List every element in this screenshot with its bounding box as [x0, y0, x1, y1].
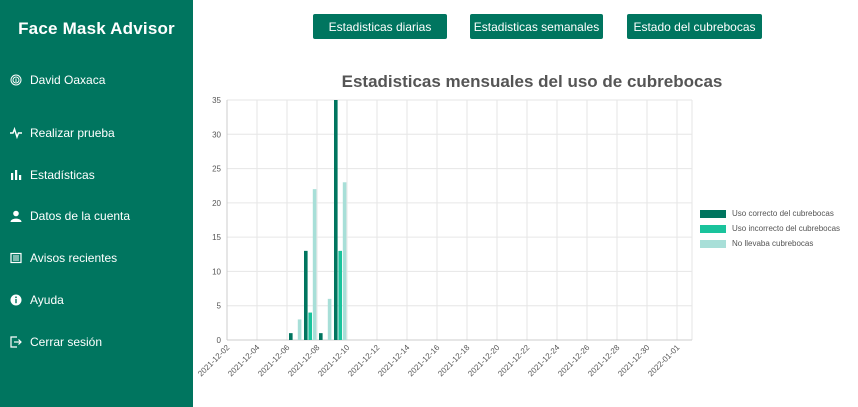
legend-item-correct[interactable]: Uso correcto del cubrebocas [700, 206, 840, 221]
bar-incorrect [308, 312, 312, 340]
x-tick-label: 2022-01-01 [646, 343, 682, 379]
bar-correct [334, 100, 338, 340]
bar-none [342, 182, 347, 340]
legend-label: Uso correcto del cubrebocas [732, 209, 834, 218]
y-tick-label: 10 [212, 267, 221, 276]
sidebar-item-label: Realizar prueba [30, 126, 115, 140]
legend-label: Uso incorrecto del cubrebocas [732, 224, 841, 233]
bar-chart-icon [10, 169, 22, 181]
brand-title: Face Mask Advisor [18, 19, 175, 38]
legend-item-none[interactable]: No llevaba cubrebocas [700, 236, 840, 251]
tab-mask-status[interactable]: Estado del cubrebocas [627, 14, 762, 39]
legend-item-incorrect[interactable]: Uso incorrecto del cubrebocas [700, 221, 840, 236]
sidebar-item-label: Estadísticas [30, 168, 95, 182]
y-tick-label: 35 [212, 96, 221, 105]
user-name: David Oaxaca [30, 73, 106, 87]
sidebar-item-avisos[interactable]: Avisos recientes [10, 251, 117, 265]
y-tick-label: 5 [217, 302, 222, 311]
info-icon [10, 294, 22, 306]
sidebar-item-realizar-prueba[interactable]: Realizar prueba [10, 126, 115, 140]
sidebar-item-label: Avisos recientes [30, 251, 118, 265]
sidebar-item-ayuda[interactable]: Ayuda [10, 293, 64, 307]
legend-swatch-none [700, 239, 726, 248]
sidebar-item-estadisticas[interactable]: Estadísticas [10, 168, 95, 182]
bar-none [312, 189, 317, 340]
legend-label: No llevaba cubrebocas [732, 239, 814, 248]
bar-incorrect [338, 250, 342, 340]
monthly-usage-chart: 051015202530352021-12-022021-12-042021-1… [198, 96, 693, 379]
sidebar-item-label: Cerrar sesión [30, 335, 103, 349]
y-tick-label: 15 [212, 233, 221, 242]
sidebar: Face Mask Advisor David Oaxaca Realizar … [0, 0, 193, 407]
bar-correct [304, 250, 308, 340]
newspaper-icon [10, 252, 22, 264]
fingerprint-icon [10, 74, 22, 86]
sidebar-item-cerrar-sesion[interactable]: Cerrar sesión [10, 335, 102, 349]
logout-icon [10, 336, 22, 348]
tab-daily-stats[interactable]: Estadisticas diarias [313, 14, 447, 39]
legend-swatch-correct [700, 209, 726, 218]
user-icon [10, 210, 22, 222]
tab-weekly-stats[interactable]: Estadisticas semanales [470, 14, 603, 39]
sidebar-item-label: Datos de la cuenta [30, 209, 131, 223]
y-tick-label: 30 [212, 130, 221, 139]
pulse-icon [10, 127, 22, 139]
bar-correct [319, 333, 323, 340]
user-profile[interactable]: David Oaxaca [10, 73, 105, 87]
legend-swatch-incorrect [700, 224, 726, 233]
sidebar-item-datos-cuenta[interactable]: Datos de la cuenta [10, 209, 130, 223]
y-tick-label: 25 [212, 165, 221, 174]
bar-none [327, 298, 332, 340]
y-tick-label: 20 [212, 199, 221, 208]
chart-legend: Uso correcto del cubrebocas Uso incorrec… [700, 206, 840, 251]
sidebar-item-label: Ayuda [30, 293, 64, 307]
bar-none [297, 319, 302, 340]
y-tick-label: 0 [217, 336, 222, 345]
chart-title: Estadisticas mensuales del uso de cubreb… [341, 72, 723, 91]
bar-correct [289, 333, 293, 340]
